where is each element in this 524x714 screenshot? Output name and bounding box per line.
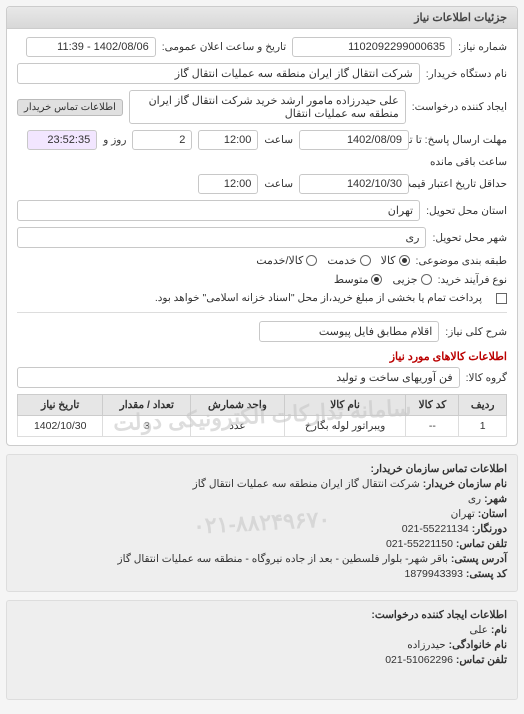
org-province-label: استان: xyxy=(478,508,507,520)
org-address: باقر شهر- بلوار فلسطین - بعد از جاده نیر… xyxy=(118,553,448,565)
radio-icon xyxy=(371,274,382,285)
org-postal: 1879943393 xyxy=(405,568,463,580)
td-qty: 3 xyxy=(103,416,191,437)
validity-label: حداقل تاریخ اعتبار قیمت: تا تاریخ: xyxy=(415,178,507,190)
req-fname: علی xyxy=(469,624,488,636)
small-label: جزیی xyxy=(392,273,417,286)
buyer-org: شرکت انتقال گاز ایران منطقه سه عملیات ان… xyxy=(17,63,420,84)
org-fax-label: دورنگار: xyxy=(472,523,507,535)
org-phone: 55221150-021 xyxy=(386,538,453,550)
org-city-label: شهر: xyxy=(484,493,507,505)
org-postal-label: کد پستی: xyxy=(466,568,507,580)
public-datetime: 1402/08/06 - 11:39 xyxy=(26,37,156,57)
remaining-label: ساعت باقی مانده xyxy=(430,156,507,168)
th-qty: تعداد / مقدار xyxy=(103,395,191,416)
td-name: ویبراتور لوله بگارخ xyxy=(284,416,406,437)
items-table-wrap: ردیف کد کالا نام کالا واحد شمارش تعداد /… xyxy=(17,394,507,437)
desc-label: شرح کلی نیاز: xyxy=(445,326,507,338)
city-label: شهر محل تحویل: xyxy=(432,232,507,244)
process-radio-group: جزیی متوسط xyxy=(334,273,432,286)
validity-date: 1402/10/30 xyxy=(299,174,409,194)
details-panel: جزئیات اطلاعات نیاز شماره نیاز: 11020922… xyxy=(6,6,518,446)
public-datetime-label: تاریخ و ساعت اعلان عمومی: xyxy=(162,41,286,53)
req-lname-label: نام خانوادگی: xyxy=(449,639,507,651)
org-province: تهران xyxy=(451,508,475,520)
org-phone-label: تلفن تماس: xyxy=(456,538,507,550)
items-section-title: اطلاعات کالاهای مورد نیاز xyxy=(17,350,507,363)
org-city: ری xyxy=(468,493,481,505)
contact-org-block: ۰۲۱-۸۸۲۴۹۶۷۰ اطلاعات تماس سازمان خریدار:… xyxy=(6,454,518,592)
request-no-label: شماره نیاز: xyxy=(458,41,507,53)
kind-service[interactable]: خدمت xyxy=(327,254,370,267)
deadline-label: مهلت ارسال پاسخ: تا تاریخ: xyxy=(415,134,507,146)
org-name: شرکت انتقال گاز ایران منطقه سه عملیات ان… xyxy=(193,478,420,490)
radio-icon xyxy=(421,274,432,285)
kind-both[interactable]: کالا/خدمت xyxy=(256,254,317,267)
buyer-org-label: نام دستگاه خریدار: xyxy=(426,68,507,80)
remaining-days: 2 xyxy=(132,130,192,150)
kind-goods[interactable]: کالا xyxy=(381,254,410,267)
req-fname-label: نام: xyxy=(491,624,507,636)
process-note: پرداخت تمام یا بخشی از مبلغ خرید،از محل … xyxy=(155,292,482,304)
td-unit: عدد xyxy=(191,416,285,437)
th-name: نام کالا xyxy=(284,395,406,416)
req-lname: حیدرزاده xyxy=(407,639,445,651)
panel-body: شماره نیاز: 1102092299000635 تاریخ و ساع… xyxy=(7,29,517,445)
requester-label: ایجاد کننده درخواست: xyxy=(412,101,507,113)
remaining-time: 23:52:35 xyxy=(27,130,97,150)
group: فن آوریهای ساخت و تولید xyxy=(17,367,460,388)
city: ری xyxy=(17,227,426,248)
req-phone: 51062296-021 xyxy=(385,654,453,666)
goods-service-label: کالا/خدمت xyxy=(256,254,303,267)
panel-title: جزئیات اطلاعات نیاز xyxy=(7,7,517,29)
process-label: نوع فرآیند خرید: xyxy=(438,274,507,286)
process-small[interactable]: جزیی xyxy=(392,273,431,286)
desc: اقلام مطابق فایل پیوست xyxy=(259,321,439,342)
org-address-label: آدرس پستی: xyxy=(451,553,507,565)
contact-requester-block: اطلاعات ایجاد کننده درخواست: نام: علی نا… xyxy=(6,600,518,700)
kind-label: طبقه بندی موضوعی: xyxy=(416,255,507,267)
org-fax: 55221134-021 xyxy=(402,523,469,535)
radio-icon xyxy=(360,255,371,266)
province-label: استان محل تحویل: xyxy=(426,205,507,217)
time-label-2: ساعت xyxy=(264,178,293,190)
table-header-row: ردیف کد کالا نام کالا واحد شمارش تعداد /… xyxy=(18,395,507,416)
deadline-date: 1402/08/09 xyxy=(299,130,409,150)
contact-button[interactable]: اطلاعات تماس خریدار xyxy=(17,99,123,116)
td-code: -- xyxy=(406,416,459,437)
req-title: اطلاعات ایجاد کننده درخواست: xyxy=(371,609,507,621)
treasury-check-row: پرداخت تمام یا بخشی از مبلغ خرید،از محل … xyxy=(155,292,507,304)
th-index: ردیف xyxy=(459,395,507,416)
deadline-time: 12:00 xyxy=(198,130,258,150)
items-table: ردیف کد کالا نام کالا واحد شمارش تعداد /… xyxy=(17,394,507,437)
radio-icon xyxy=(399,255,410,266)
goods-label: کالا xyxy=(381,254,396,267)
medium-label: متوسط xyxy=(334,273,369,286)
radio-icon xyxy=(306,255,317,266)
requester: علی حیدرزاده مامور ارشد خرید شرکت انتقال… xyxy=(129,90,406,124)
table-row: 1 -- ویبراتور لوله بگارخ عدد 3 1402/10/3… xyxy=(18,416,507,437)
td-date: 1402/10/30 xyxy=(18,416,103,437)
th-unit: واحد شمارش xyxy=(191,395,285,416)
province: تهران xyxy=(17,200,420,221)
td-index: 1 xyxy=(459,416,507,437)
day-and-label: روز و xyxy=(103,134,126,146)
process-medium[interactable]: متوسط xyxy=(334,273,383,286)
group-label: گروه کالا: xyxy=(466,372,507,384)
kind-radio-group: کالا خدمت کالا/خدمت xyxy=(256,254,409,267)
time-label-1: ساعت xyxy=(264,134,293,146)
th-code: کد کالا xyxy=(406,395,459,416)
validity-time: 12:00 xyxy=(198,174,258,194)
org-name-label: نام سازمان خریدار: xyxy=(423,478,507,490)
request-no: 1102092299000635 xyxy=(292,37,452,57)
treasury-checkbox[interactable] xyxy=(496,293,507,304)
org-title: اطلاعات تماس سازمان خریدار: xyxy=(371,463,507,475)
th-date: تاریخ نیاز xyxy=(18,395,103,416)
service-label: خدمت xyxy=(327,254,356,267)
req-phone-label: تلفن تماس: xyxy=(456,654,507,666)
